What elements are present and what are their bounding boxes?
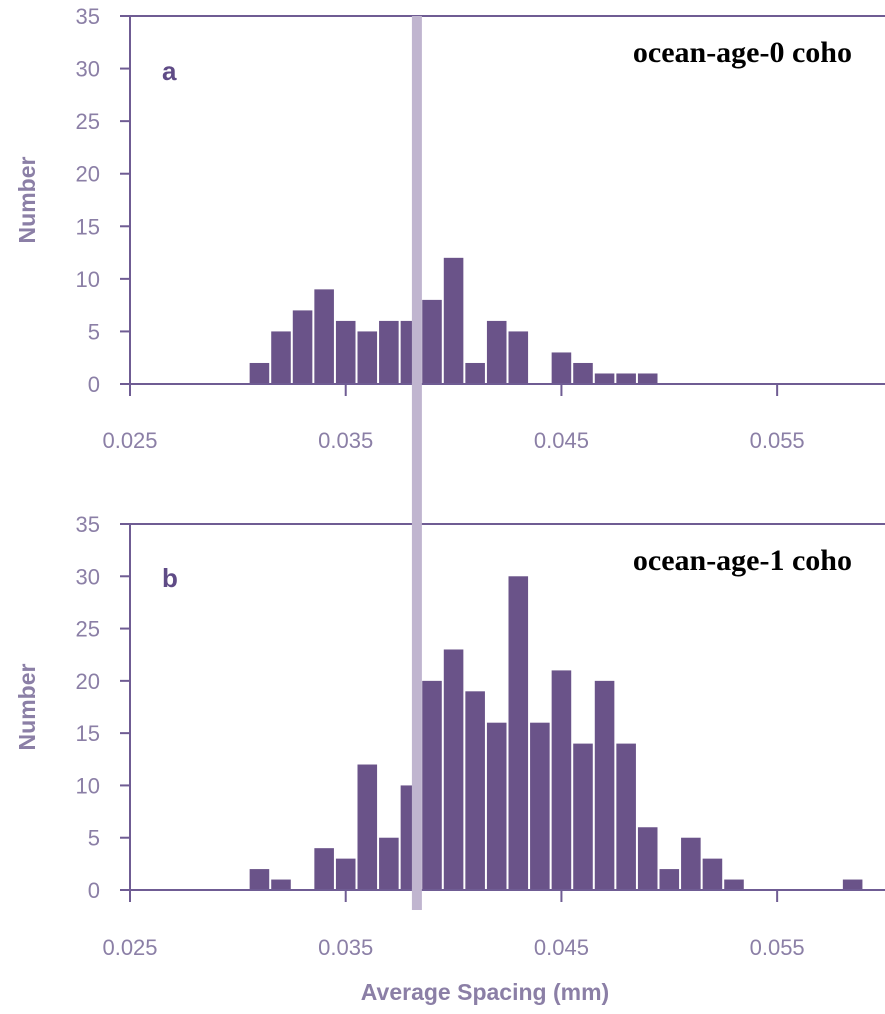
y-tick-label: 5 — [88, 319, 100, 344]
histogram-bar — [508, 331, 529, 384]
histogram-bar — [335, 320, 356, 384]
histogram-bar — [594, 680, 615, 890]
x-tick-label: 0.035 — [318, 935, 373, 960]
y-tick-label: 35 — [76, 4, 100, 29]
x-tick-label: 0.035 — [318, 428, 373, 453]
histogram-bar — [659, 869, 680, 890]
x-axis-title: Average Spacing (mm) — [361, 979, 609, 1005]
y-tick-label: 0 — [88, 372, 100, 397]
histogram-bar — [486, 320, 507, 384]
histogram-bar — [551, 352, 572, 384]
histogram-bar — [702, 858, 723, 890]
x-tick-label: 0.055 — [750, 428, 805, 453]
histogram-bar — [573, 362, 593, 384]
panel-a-y-axis-title: Number — [14, 157, 40, 244]
y-tick-label: 25 — [76, 109, 100, 134]
histogram-bar — [508, 576, 529, 890]
histogram-bar — [422, 299, 442, 384]
y-tick-label: 30 — [76, 564, 100, 589]
y-tick-label: 20 — [76, 162, 100, 187]
histogram-bar — [594, 373, 615, 384]
histogram-bar — [271, 879, 291, 890]
histogram-bar — [357, 331, 378, 384]
panel-b-letter: b — [162, 563, 178, 593]
reference-line — [411, 16, 422, 910]
histogram-bar — [573, 743, 593, 890]
y-tick-label: 0 — [88, 878, 100, 903]
y-tick-label: 10 — [76, 773, 100, 798]
histogram-bar — [637, 373, 658, 384]
histogram-bar — [465, 691, 485, 890]
panel-a: Number a ocean-age-0 coho 0 5 10 15 20 25 30 35… — [14, 4, 885, 453]
panel-b-y-axis-title: Number — [14, 664, 40, 751]
y-tick-label: 10 — [76, 267, 100, 292]
panel-a-title: ocean-age-0 coho — [633, 36, 852, 69]
histogram-bar — [314, 848, 334, 890]
histogram-bar — [379, 837, 399, 890]
histogram-bar — [724, 879, 744, 890]
histogram-bar — [271, 331, 291, 384]
x-tick-label: 0.045 — [534, 428, 589, 453]
histogram-bar — [551, 670, 572, 890]
panel-b-title: ocean-age-1 coho — [633, 544, 852, 577]
y-tick-label: 25 — [76, 617, 100, 642]
y-tick-label: 20 — [76, 669, 100, 694]
histogram-bar — [616, 373, 636, 384]
x-tick-label: 0.045 — [534, 935, 589, 960]
histogram-bar — [486, 722, 507, 890]
histogram-bar — [292, 310, 313, 384]
histogram-bar — [249, 362, 270, 384]
y-tick-label: 15 — [76, 214, 100, 239]
x-tick-label: 0.025 — [102, 428, 157, 453]
histogram-bar — [443, 257, 464, 384]
x-tick-label: 0.025 — [102, 935, 157, 960]
histogram-bar — [249, 869, 270, 890]
x-tick-label: 0.055 — [750, 935, 805, 960]
histogram-bar — [616, 743, 636, 890]
histogram-bar — [422, 680, 442, 890]
histogram-bar — [842, 879, 863, 890]
histogram-bar — [443, 649, 464, 890]
histogram-bar — [637, 827, 658, 890]
histogram-bar — [681, 837, 701, 890]
panel-a-letter: a — [162, 56, 177, 86]
histogram-bar — [530, 722, 550, 890]
y-tick-label: 15 — [76, 721, 100, 746]
panel-b: Number b ocean-age-1 coho Average Spacin… — [14, 512, 885, 1005]
y-tick-label: 30 — [76, 57, 100, 82]
histogram-bar — [314, 289, 334, 384]
histogram-bar — [379, 320, 399, 384]
histogram-bar — [465, 362, 485, 384]
y-tick-label: 35 — [76, 512, 100, 537]
y-tick-label: 5 — [88, 826, 100, 851]
histogram-bar — [335, 858, 356, 890]
histogram-bar — [357, 764, 378, 890]
